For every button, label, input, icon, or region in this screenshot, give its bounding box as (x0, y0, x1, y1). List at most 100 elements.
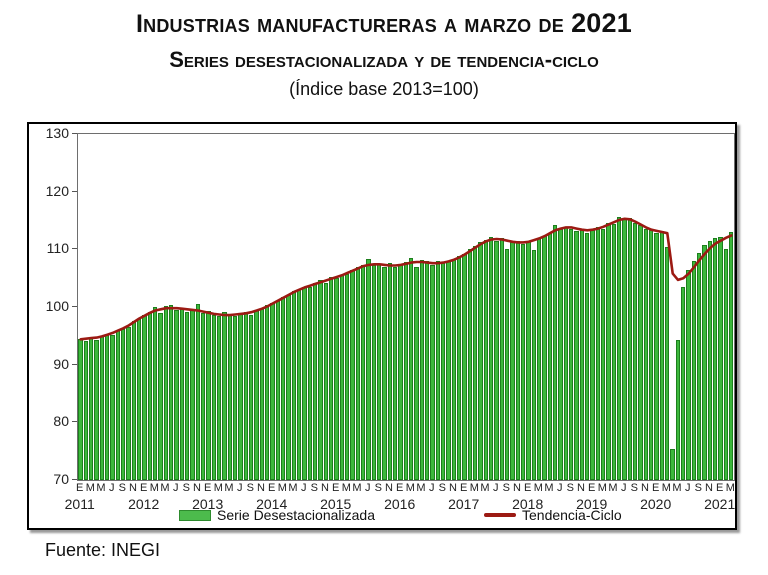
y-tick-100: 100 (45, 298, 69, 314)
bar-month-15 (158, 312, 163, 480)
x-month-letter: E (204, 482, 212, 494)
x-month-letter: J (684, 482, 691, 494)
x-month-letter: N (705, 482, 713, 494)
x-month-letter: J (364, 482, 371, 494)
x-month-letter: S (374, 482, 382, 494)
x-month-letter: S (630, 482, 638, 494)
x-month-letter: M (544, 482, 554, 494)
bar-month-27 (222, 312, 227, 480)
x-month-letter: J (172, 482, 179, 494)
x-month-letter: N (321, 482, 329, 494)
bar-month-54 (366, 259, 371, 480)
x-month-letter: J (492, 482, 499, 494)
y-tick-90: 90 (53, 355, 69, 372)
x-month-letter: N (257, 482, 265, 494)
legend-line-label: Tendencia-Ciclo (522, 507, 622, 523)
x-month-letter: N (449, 482, 457, 494)
bar-month-100 (611, 223, 616, 480)
legend-item-line: Tendencia-Ciclo (484, 507, 622, 523)
x-month-letter: N (641, 482, 649, 494)
x-month-letter: S (118, 482, 126, 494)
x-year-2012: 2012 (128, 496, 160, 512)
x-month-letter: J (108, 482, 115, 494)
bar-month-29 (233, 315, 238, 480)
x-month-letter: M (277, 482, 287, 494)
bar-month-55 (371, 265, 376, 480)
x-month-letter: N (193, 482, 201, 494)
x-year-2021: 2021 (704, 496, 736, 512)
x-month-letter: M (96, 482, 106, 494)
trend-cycle-line (79, 217, 733, 341)
bar-month-14 (153, 307, 158, 480)
bar-month-50 (345, 274, 350, 480)
source-note: Fuente: INEGI (45, 540, 161, 560)
bar-month-57 (382, 266, 387, 480)
bar-month-48 (334, 278, 339, 480)
x-month-letter: S (246, 482, 254, 494)
x-month-letter: M (213, 482, 223, 494)
bar-month-6 (110, 334, 115, 480)
x-month-letter: M (597, 482, 607, 494)
x-month-letter: M (416, 482, 426, 494)
bar-month-101 (617, 217, 622, 480)
bar-month-92 (569, 228, 574, 480)
bar-month-22 (195, 304, 200, 480)
x-month-letter: N (513, 482, 521, 494)
x-month-letter: J (236, 482, 243, 494)
x-month-letter: M (160, 482, 170, 494)
x-month-letter: M (480, 482, 490, 494)
x-month-letter: M (288, 482, 298, 494)
bar-month-113 (681, 287, 686, 480)
x-month-letter: M (352, 482, 362, 494)
y-tick-80: 80 (53, 413, 69, 430)
x-month-letter: S (182, 482, 190, 494)
x-year-2020: 2020 (640, 496, 672, 512)
bar-month-89 (553, 225, 558, 480)
bar-month-95 (585, 232, 590, 480)
bar-month-77 (489, 236, 494, 480)
legend-bar-label: Serie Desestacionalizada (217, 507, 375, 523)
x-month-letter: E (588, 482, 596, 494)
x-month-letter: N (129, 482, 137, 494)
x-month-letter: E (76, 482, 84, 494)
bar-month-121 (723, 249, 728, 480)
x-month-letter: M (672, 482, 682, 494)
x-month-letter: M (149, 482, 159, 494)
x-year-2018: 2018 (512, 496, 544, 512)
bar-month-62 (409, 257, 414, 480)
x-year-2016: 2016 (384, 496, 416, 512)
x-month-letter: J (428, 482, 435, 494)
y-tick-mark (72, 421, 77, 423)
x-year-2017: 2017 (448, 496, 480, 512)
bar-month-3 (94, 339, 99, 480)
y-tick-130: 130 (45, 125, 69, 141)
x-month-letter: J (556, 482, 563, 494)
x-month-letter: M (533, 482, 543, 494)
legend-line-swatch (484, 513, 516, 517)
bar-month-104 (633, 222, 638, 480)
x-month-letter: S (438, 482, 446, 494)
x-month-letter: M (341, 482, 351, 494)
bar-month-46 (323, 282, 328, 480)
x-month-letter: N (577, 482, 585, 494)
bar-month-98 (601, 228, 606, 480)
bar-month-80 (505, 249, 510, 480)
bar-month-18 (174, 310, 179, 480)
bar-month-112 (675, 340, 680, 480)
bar-month-114 (686, 270, 691, 480)
plot-area (77, 133, 735, 481)
x-year-2019: 2019 (576, 496, 608, 512)
y-tick-mark (72, 133, 77, 134)
bar-month-118 (707, 241, 712, 480)
y-tick-mark (72, 306, 77, 307)
chart-title-year: 2021 (571, 8, 632, 38)
bar-month-26 (217, 316, 222, 480)
x-month-letter: M (405, 482, 415, 494)
bar-month-115 (691, 260, 696, 480)
x-month-letter: E (716, 482, 724, 494)
x-month-letter: J (300, 482, 307, 494)
bar-month-32 (249, 315, 254, 480)
bar-month-78 (494, 240, 499, 480)
chart-base-note: (Índice base 2013=100) (289, 79, 479, 99)
bar-month-9 (126, 326, 131, 480)
